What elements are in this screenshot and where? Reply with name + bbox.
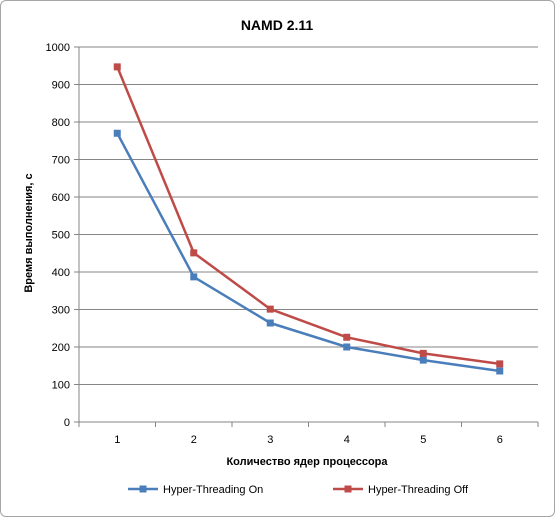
series-line — [116, 66, 500, 366]
y-tick-label: 200 — [52, 342, 70, 354]
x-tick-label: 4 — [344, 434, 350, 446]
axes — [74, 46, 539, 427]
data-point-marker — [190, 249, 198, 257]
y-tick-label: 300 — [52, 305, 70, 317]
data-point-marker — [190, 273, 198, 281]
y-tick-label: 600 — [52, 192, 70, 204]
y-tick-label: 100 — [52, 380, 70, 392]
legend-marker — [139, 485, 147, 493]
data-point-marker — [266, 319, 274, 327]
legend-label: Hyper-Threading Off — [368, 484, 469, 496]
series-lines — [113, 63, 504, 375]
data-point-marker — [113, 129, 121, 137]
y-tick-label: 800 — [52, 117, 70, 129]
chart-title: NAMD 2.11 — [241, 17, 314, 33]
x-tick-label: 1 — [114, 434, 120, 446]
y-axis-title: Время выполнения, с — [23, 173, 35, 292]
data-point-marker — [266, 305, 274, 313]
legend-marker — [344, 485, 352, 493]
y-tick-label: 700 — [52, 155, 70, 167]
data-point-marker — [496, 360, 504, 368]
y-tick-label: 500 — [52, 230, 70, 242]
x-tick-label: 6 — [497, 434, 503, 446]
series-line — [116, 132, 500, 373]
legend-label: Hyper-Threading On — [163, 484, 263, 496]
x-tick-labels: 1 2 3 4 5 6 — [114, 434, 503, 446]
y-tick-labels: 0 100 200 300 400 500 600 700 800 900 1000 — [46, 42, 70, 429]
data-point-marker — [343, 333, 351, 341]
data-point-marker — [343, 343, 351, 351]
y-tick-label: 1000 — [46, 42, 70, 54]
y-tick-label: 0 — [64, 417, 70, 429]
x-tick-label: 3 — [267, 434, 273, 446]
legend: Hyper-Threading On Hyper-Threading Off — [128, 484, 469, 496]
y-tick-label: 900 — [52, 80, 70, 92]
data-point-marker — [496, 367, 504, 375]
y-tick-label: 400 — [52, 267, 70, 279]
x-tick-label: 5 — [420, 434, 426, 446]
data-point-marker — [113, 63, 121, 71]
data-point-marker — [419, 356, 427, 364]
data-point-marker — [419, 349, 427, 357]
x-axis-title: Количество ядер процессора — [226, 456, 388, 468]
x-tick-label: 2 — [191, 434, 197, 446]
